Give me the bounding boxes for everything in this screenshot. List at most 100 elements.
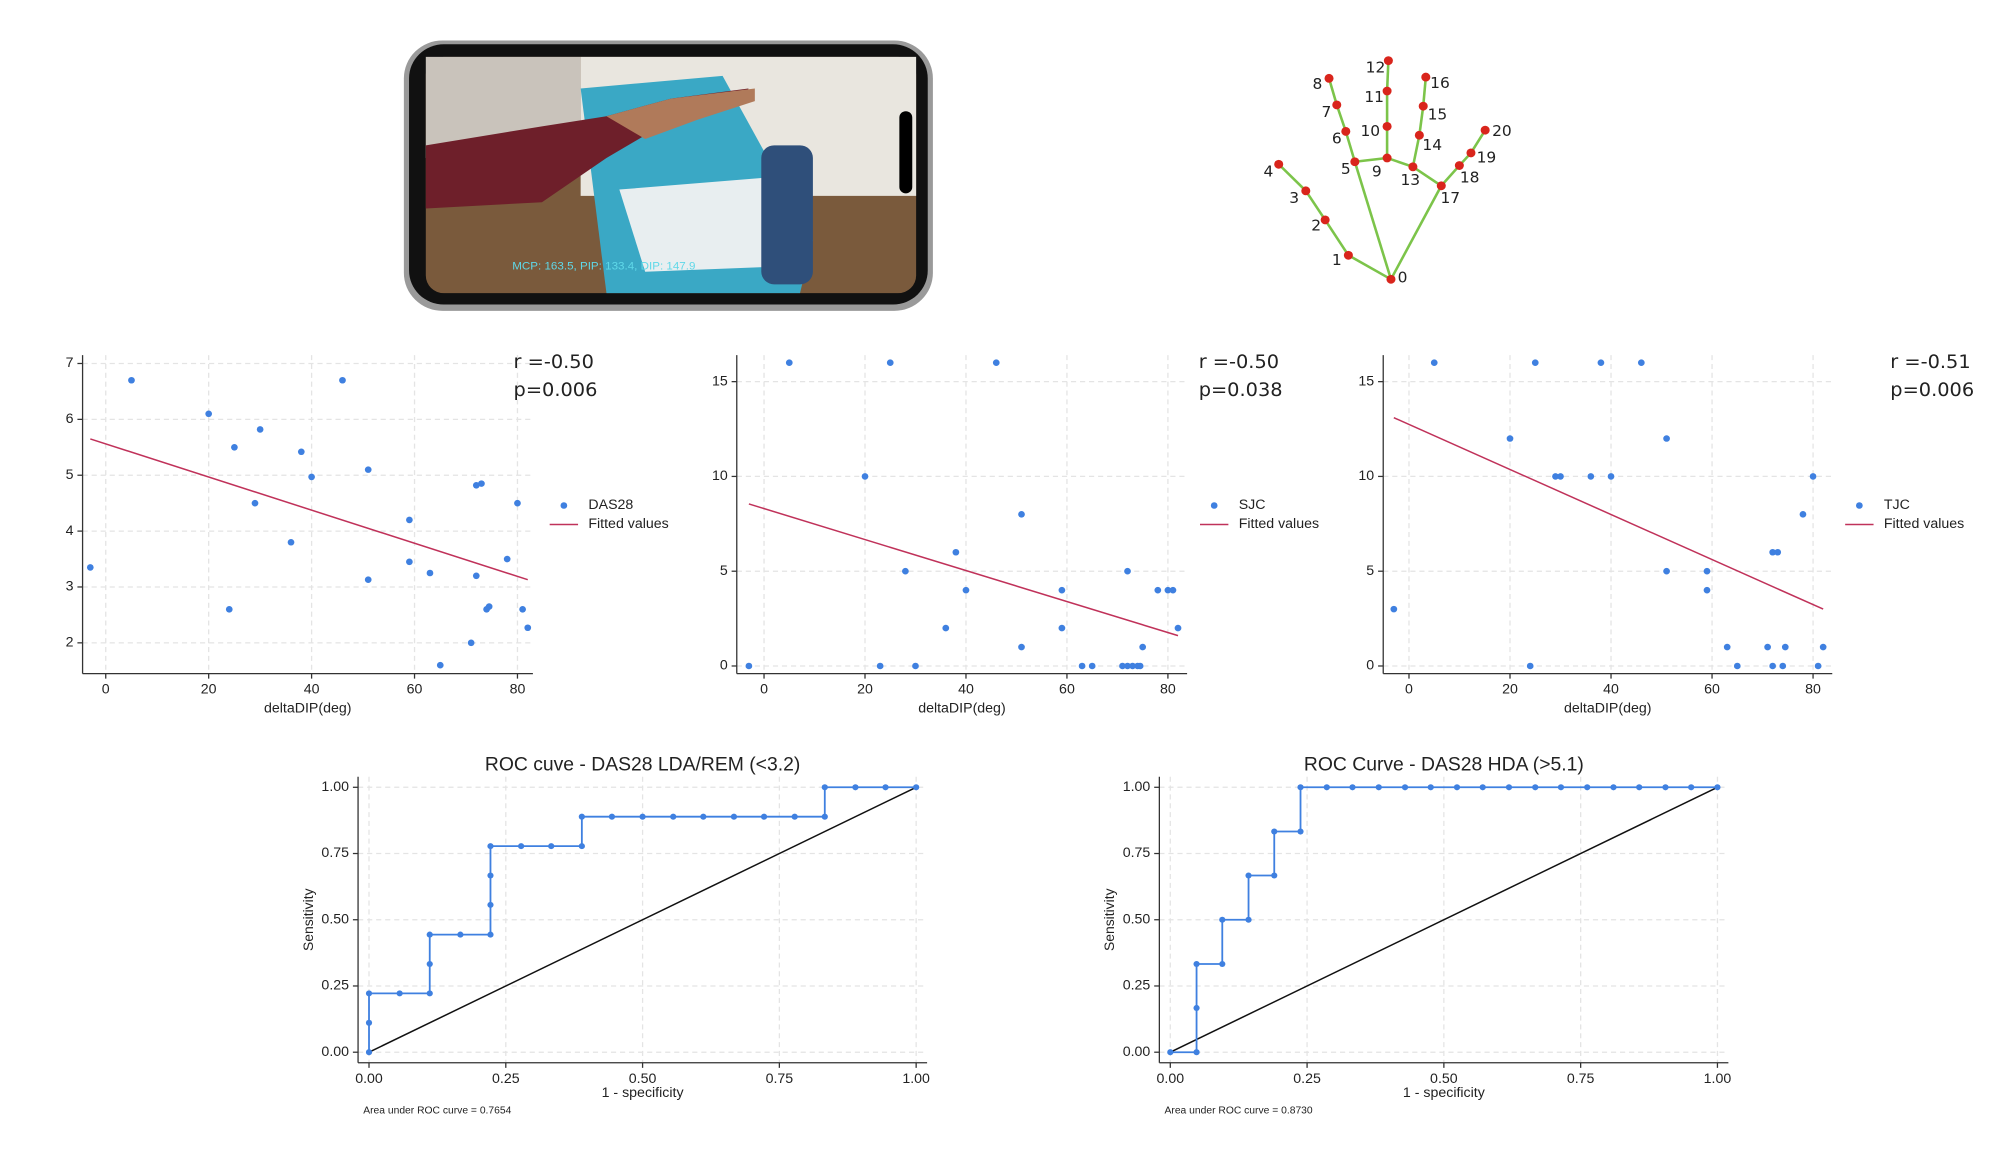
x-tick-label: 0 (102, 681, 110, 697)
hand-edge (1327, 78, 1339, 106)
y-tick-label: 0 (720, 657, 728, 673)
point (1662, 784, 1669, 791)
x-tick-label: 0.25 (492, 1070, 520, 1086)
point (365, 990, 373, 997)
point (1193, 1004, 1200, 1011)
x-axis-label: deltaDIP(deg) (264, 700, 351, 716)
hand-label: 14 (1422, 136, 1442, 154)
point (1245, 916, 1252, 923)
hand-edge (1440, 164, 1461, 187)
hand-label: 3 (1289, 189, 1299, 207)
hand-joint (1418, 101, 1428, 111)
x-tick-label: 40 (1603, 681, 1619, 697)
hand-label: 12 (1366, 59, 1386, 77)
point (1774, 548, 1782, 556)
point (1587, 473, 1595, 480)
point (1688, 784, 1695, 791)
point (256, 426, 264, 433)
point (1764, 643, 1771, 651)
point (457, 931, 464, 938)
hand-joint (1301, 186, 1311, 196)
point (639, 813, 646, 820)
point (1297, 828, 1304, 835)
point (1427, 784, 1434, 791)
point (942, 624, 950, 632)
hand-edge (1411, 134, 1421, 168)
point (886, 359, 894, 366)
chart-note: Area under ROC curve = 0.8730 (1165, 1106, 1313, 1117)
hand-joint (1382, 153, 1392, 163)
point (821, 813, 828, 820)
y-tick-label: 10 (712, 467, 728, 483)
point (1058, 624, 1066, 632)
x-tick-label: 0.50 (1430, 1070, 1458, 1086)
point (365, 1049, 373, 1056)
hand-label: 2 (1311, 217, 1321, 235)
x-tick-label: 20 (1502, 681, 1518, 697)
y-tick-label: 0.25 (1123, 977, 1151, 993)
point (1139, 643, 1147, 651)
hand-edge (1386, 156, 1414, 169)
hand-label: 9 (1372, 162, 1382, 180)
point (608, 813, 616, 820)
hand-joint (1320, 215, 1330, 225)
point (1703, 586, 1711, 594)
hand-label: 6 (1332, 130, 1342, 148)
point (1164, 586, 1172, 594)
x-tick-label: 20 (857, 681, 873, 697)
point (297, 448, 305, 456)
hand-edge (1389, 185, 1443, 280)
hand-edge (1304, 190, 1327, 221)
point (225, 606, 233, 613)
point (485, 603, 493, 610)
point (1219, 916, 1226, 923)
x-axis-label: deltaDIP(deg) (1564, 700, 1651, 716)
y-axis-label: Sensitivity (300, 888, 316, 951)
x-tick-label: 60 (1059, 681, 1075, 697)
legend-label: Fitted values (1884, 515, 1964, 531)
point (1119, 662, 1126, 670)
point (1663, 567, 1670, 575)
point (487, 901, 494, 908)
hand-label: 4 (1263, 162, 1273, 180)
annotation: p=0.006 (1890, 378, 1974, 401)
point (952, 548, 960, 556)
point (487, 872, 494, 879)
point (548, 843, 555, 850)
y-tick-label: 4 (66, 522, 74, 538)
x-tick-label: 60 (407, 681, 423, 697)
y-tick-label: 0.00 (321, 1043, 349, 1059)
y-tick-label: 2 (66, 634, 74, 650)
point (1809, 473, 1817, 480)
legend-label: Fitted values (1239, 515, 1319, 531)
y-tick-label: 0.50 (321, 911, 349, 927)
hand-label: 13 (1400, 171, 1420, 189)
annotation: p=0.038 (1199, 378, 1283, 401)
x-axis-label: 1 - specificity (1403, 1084, 1485, 1100)
point (426, 931, 433, 938)
x-tick-label: 0 (1405, 681, 1413, 697)
overlay-text: MCP: 163.5, PIP: 133.4, DIP: 147.9 (512, 261, 695, 273)
roc-line (368, 786, 917, 1053)
point (882, 784, 889, 791)
point (912, 662, 919, 670)
y-tick-label: 0.75 (1123, 844, 1151, 860)
hand-edge (1344, 131, 1357, 163)
point (578, 813, 585, 820)
point (436, 661, 444, 669)
chart: 0.00 0.25 0.50 0.75 1.00 0.00 0.25 0.50 0.75 1.00… (300, 754, 931, 1116)
point (467, 639, 475, 647)
point (1531, 359, 1539, 366)
plot-area (82, 355, 533, 674)
point (1401, 784, 1409, 791)
y-tick-label: 15 (1358, 372, 1374, 388)
point (86, 564, 94, 571)
hand-label: 16 (1430, 74, 1450, 92)
hand-joint (1480, 125, 1490, 135)
chart: 0 5 10 15 0 20 40 60 80 deltaDIP(deg) r =-0.51 p=0.… (1358, 350, 1974, 715)
y-tick-label: 5 (720, 562, 728, 578)
point (1610, 784, 1617, 791)
point (1375, 784, 1382, 791)
hand-edge (1277, 163, 1307, 192)
x-tick-label: 80 (1160, 681, 1176, 697)
